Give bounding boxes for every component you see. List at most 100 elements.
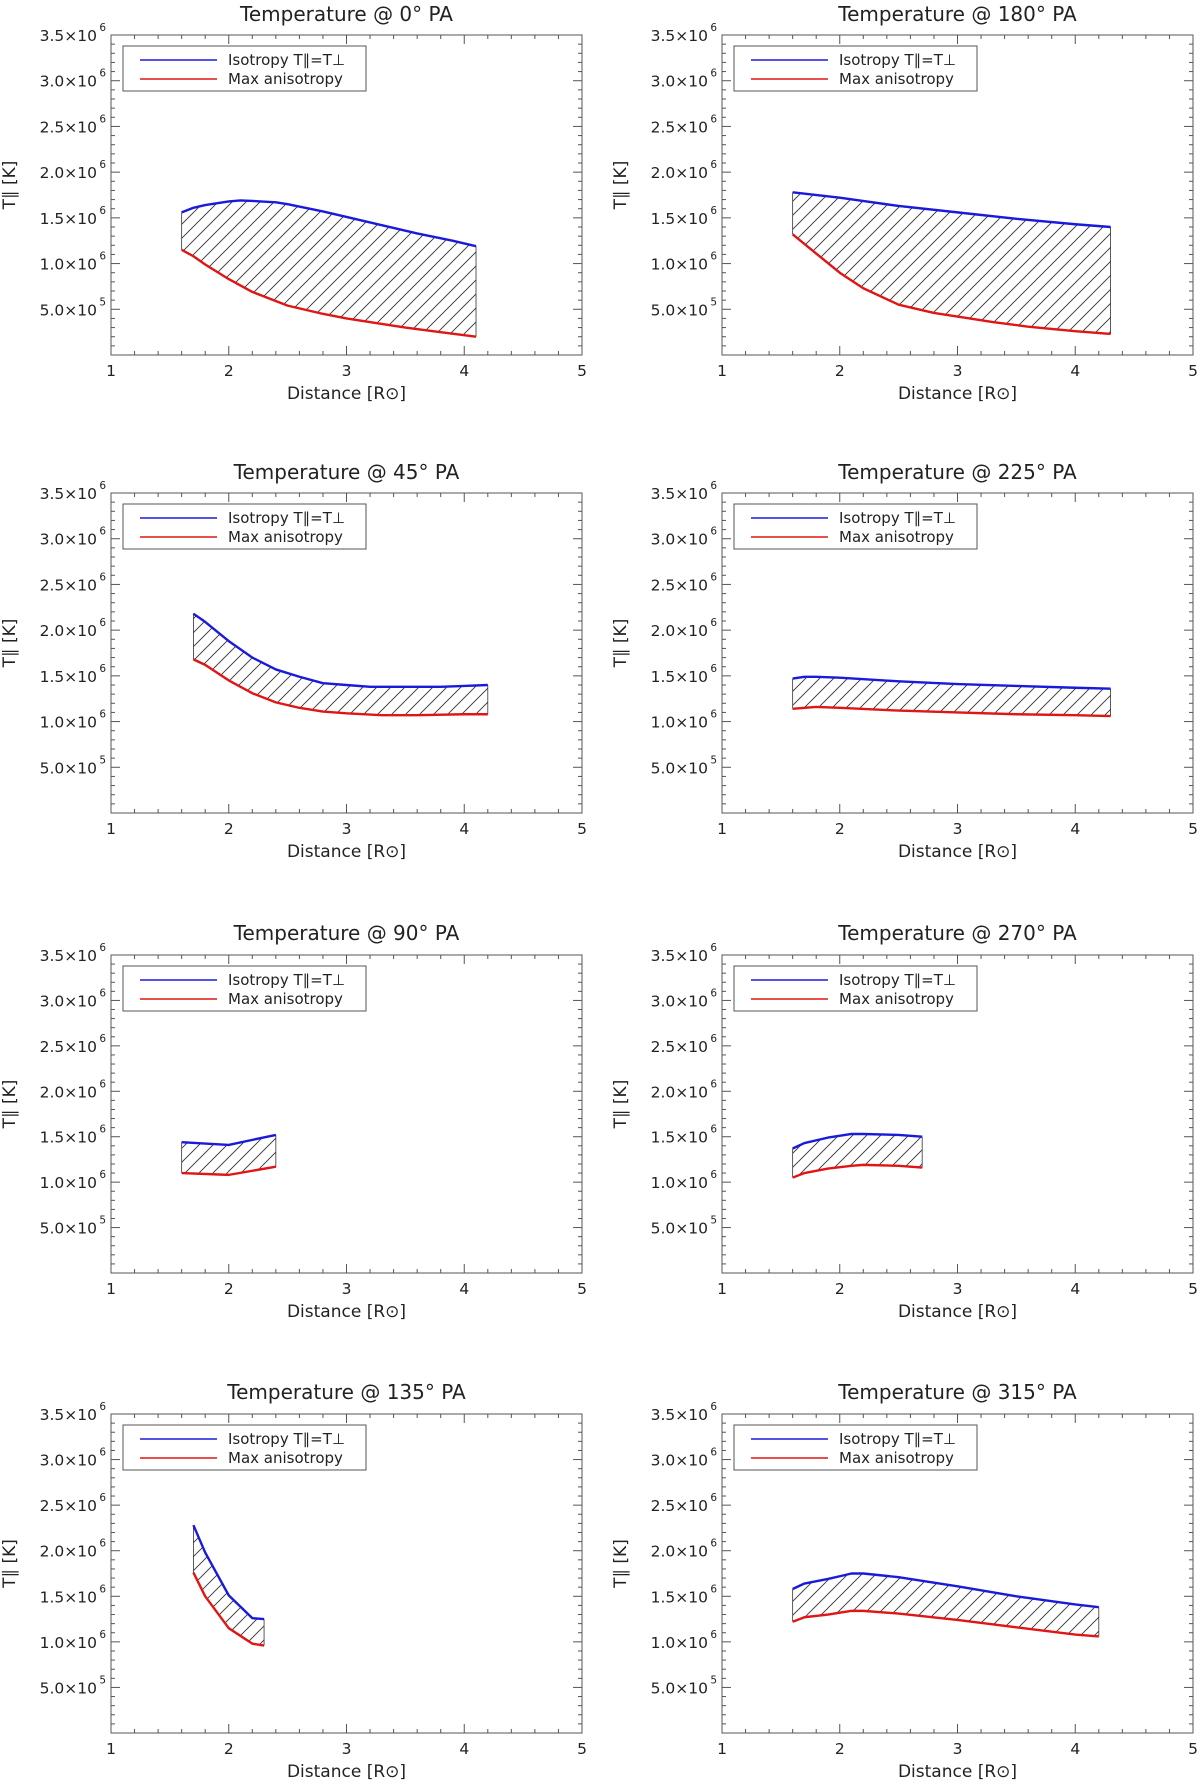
y-tick-label: 1.5×10 [40,1588,97,1606]
x-axis-label: Distance [R⊙] [287,1762,406,1782]
x-tick-label: 2 [224,820,234,838]
y-tick-label: 3.0×10 [651,73,708,91]
y-tick-mantissa: 3.5×10 [651,1406,708,1424]
y-tick-mantissa: 3.0×10 [651,992,708,1010]
y-tick-exponent: 6 [99,251,106,263]
legend-anisotropy-label: Max anisotropy [839,990,954,1008]
y-tick-label: 3.0×10 [40,531,97,549]
y-tick-label: 2.0×10 [40,1543,97,1561]
legend-box [122,45,367,92]
x-tick-label: 3 [953,1280,963,1298]
y-tick-label: 5.0×10 [651,1679,708,1697]
x-tick-label: 3 [953,820,963,838]
y-tick-label: 2.0×10 [651,164,708,182]
y-tick-label: 1.5×10 [651,210,708,228]
x-tick-label: 3 [342,820,352,838]
y-axis-label: T∥ [K] [611,161,631,211]
chart-panel: Temperature @ 315° PA1 2 3 4 55.0×10 51.0×10 6… [611,1380,1198,1782]
y-tick-mantissa: 2.5×10 [40,1038,97,1056]
x-tick-label: 1 [717,1740,727,1758]
x-tick-label: 2 [224,362,234,380]
y-tick-mantissa: 3.0×10 [651,1452,708,1470]
y-tick-mantissa: 5.0×10 [651,1220,708,1238]
y-tick-mantissa: 5.0×10 [40,759,97,777]
uncertainty-band [792,1573,1099,1637]
y-tick-label: 2.0×10 [40,622,97,640]
anisotropy-line [192,658,488,717]
y-tick-label: 1.5×10 [651,1588,708,1606]
y-tick-mantissa: 1.5×10 [40,210,97,228]
y-tick-exponent: 6 [99,22,106,34]
y-tick-label: 2.5×10 [651,576,708,594]
chart-title: Temperature @ 135° PA [226,1380,466,1404]
uncertainty-band [792,1133,923,1178]
legend-anisotropy-label: Max anisotropy [228,70,343,88]
x-axis-label: Distance [R⊙] [287,842,406,862]
x-tick-label: 5 [577,1280,587,1298]
legend: Isotropy T∥=T⊥Max anisotropy [733,503,978,550]
isotropy-line [192,1524,265,1621]
y-tick-mantissa: 3.0×10 [651,531,708,549]
y-tick-exponent: 6 [99,1583,106,1595]
legend-box [733,45,978,92]
y-tick-exponent: 5 [710,1674,717,1686]
x-tick-label: 4 [459,362,469,380]
legend-anisotropy-label: Max anisotropy [839,1449,954,1467]
y-tick-label: 2.0×10 [651,1543,708,1561]
x-tick-label: 5 [1188,1740,1198,1758]
y-tick-exponent: 5 [99,1215,106,1227]
y-tick-mantissa: 3.5×10 [40,1406,97,1424]
chart-title: Temperature @ 315° PA [837,1380,1077,1404]
y-axis-label: T∥ [K] [611,1080,631,1130]
y-tick-mantissa: 2.0×10 [40,1543,97,1561]
uncertainty-band [181,200,477,337]
isotropy-line [792,675,1111,690]
legend-isotropy-label: Isotropy T∥=T⊥ [228,51,345,69]
chart-title: Temperature @ 45° PA [233,460,460,484]
y-tick-mantissa: 3.0×10 [40,531,97,549]
y-tick-exponent: 6 [99,159,106,171]
x-tick-label: 1 [106,1740,116,1758]
y-tick-mantissa: 1.5×10 [651,668,708,686]
y-axis-label: T∥ [K] [0,619,20,669]
anisotropy-line [792,705,1111,718]
uncertainty-band [792,192,1111,334]
legend-box [122,1424,367,1471]
x-tick-label: 3 [342,1280,352,1298]
y-tick-exponent: 6 [710,1492,717,1504]
y-tick-mantissa: 1.0×10 [40,1174,97,1192]
y-tick-exponent: 6 [710,942,717,954]
y-tick-mantissa: 5.0×10 [651,759,708,777]
y-tick-exponent: 6 [710,526,717,538]
y-tick-exponent: 5 [710,754,717,766]
x-axis-label: Distance [R⊙] [287,384,406,404]
x-tick-label: 4 [1070,362,1080,380]
y-tick-exponent: 6 [99,1629,106,1641]
y-tick-mantissa: 1.0×10 [651,256,708,274]
y-tick-mantissa: 3.5×10 [651,27,708,45]
y-tick-mantissa: 5.0×10 [40,301,97,319]
y-tick-label: 2.5×10 [651,118,708,136]
y-tick-exponent: 6 [99,1033,106,1045]
legend-isotropy-label: Isotropy T∥=T⊥ [839,1430,956,1448]
y-tick-label: 1.0×10 [40,714,97,732]
y-tick-mantissa: 3.0×10 [40,1452,97,1470]
y-tick-mantissa: 2.5×10 [651,1038,708,1056]
y-tick-label: 2.0×10 [40,1083,97,1101]
y-tick-label: 2.5×10 [40,1038,97,1056]
x-axis-label: Distance [R⊙] [287,1302,406,1322]
y-tick-label: 1.5×10 [40,1129,97,1147]
legend-isotropy-label: Isotropy T∥=T⊥ [228,1430,345,1448]
y-tick-exponent: 6 [710,663,717,675]
y-tick-mantissa: 2.0×10 [40,622,97,640]
y-tick-label: 1.0×10 [651,714,708,732]
x-tick-label: 1 [106,362,116,380]
y-tick-exponent: 6 [99,480,106,492]
y-tick-label: 5.0×10 [40,759,97,777]
x-axis-label: Distance [R⊙] [898,842,1017,862]
y-tick-mantissa: 2.0×10 [651,622,708,640]
y-tick-exponent: 6 [710,113,717,125]
y-axis-label: T∥ [K] [611,1539,631,1589]
y-tick-mantissa: 1.5×10 [40,1588,97,1606]
legend-box [733,965,978,1012]
